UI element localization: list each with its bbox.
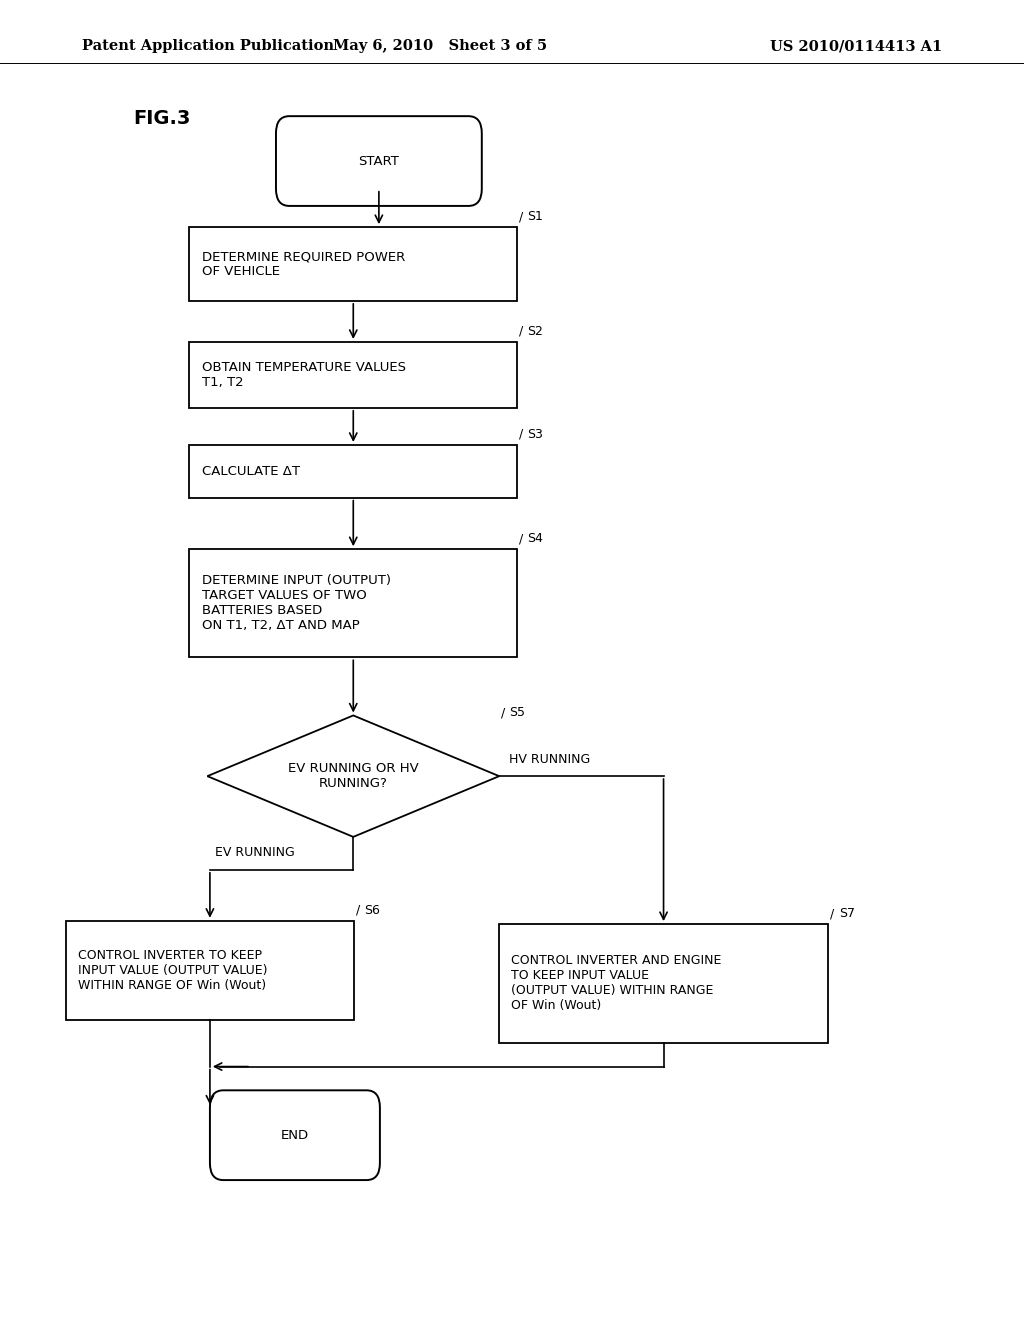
Text: HV RUNNING: HV RUNNING bbox=[509, 752, 591, 766]
Text: DETERMINE REQUIRED POWER
OF VEHICLE: DETERMINE REQUIRED POWER OF VEHICLE bbox=[202, 249, 404, 279]
Bar bbox=[499, 924, 828, 1043]
Text: START: START bbox=[358, 154, 399, 168]
Bar bbox=[189, 227, 517, 301]
Text: CONTROL INVERTER AND ENGINE
TO KEEP INPUT VALUE
(OUTPUT VALUE) WITHIN RANGE
OF W: CONTROL INVERTER AND ENGINE TO KEEP INPU… bbox=[511, 954, 721, 1012]
Text: OBTAIN TEMPERATURE VALUES
T1, T2: OBTAIN TEMPERATURE VALUES T1, T2 bbox=[202, 360, 406, 389]
Text: /: / bbox=[519, 210, 523, 223]
Bar bbox=[66, 921, 354, 1019]
Text: /: / bbox=[519, 532, 523, 545]
Text: EV RUNNING: EV RUNNING bbox=[215, 846, 295, 859]
Text: /: / bbox=[519, 428, 523, 441]
Text: S1: S1 bbox=[527, 210, 544, 223]
Text: DETERMINE INPUT (OUTPUT)
TARGET VALUES OF TWO
BATTERIES BASED
ON T1, T2, ΔT AND : DETERMINE INPUT (OUTPUT) TARGET VALUES O… bbox=[202, 574, 391, 632]
Text: S4: S4 bbox=[527, 532, 544, 545]
Bar bbox=[189, 445, 517, 498]
Text: CONTROL INVERTER TO KEEP
INPUT VALUE (OUTPUT VALUE)
WITHIN RANGE OF Win (Wout): CONTROL INVERTER TO KEEP INPUT VALUE (OU… bbox=[78, 949, 267, 991]
Text: S5: S5 bbox=[509, 706, 525, 719]
Bar bbox=[189, 342, 517, 408]
Polygon shape bbox=[207, 715, 499, 837]
Bar bbox=[189, 549, 517, 657]
Text: FIG.3: FIG.3 bbox=[133, 110, 190, 128]
Text: EV RUNNING OR HV
RUNNING?: EV RUNNING OR HV RUNNING? bbox=[288, 762, 419, 791]
Text: S7: S7 bbox=[839, 907, 855, 920]
Text: END: END bbox=[281, 1129, 309, 1142]
Text: US 2010/0114413 A1: US 2010/0114413 A1 bbox=[770, 40, 942, 53]
Text: CALCULATE ΔT: CALCULATE ΔT bbox=[202, 465, 300, 478]
Text: /: / bbox=[519, 325, 523, 338]
Text: Patent Application Publication: Patent Application Publication bbox=[82, 40, 334, 53]
FancyBboxPatch shape bbox=[275, 116, 481, 206]
Text: S6: S6 bbox=[365, 904, 381, 916]
Text: /: / bbox=[501, 706, 506, 719]
FancyBboxPatch shape bbox=[210, 1090, 380, 1180]
Text: /: / bbox=[830, 907, 835, 920]
Text: S2: S2 bbox=[527, 325, 544, 338]
Text: S3: S3 bbox=[527, 428, 544, 441]
Text: May 6, 2010   Sheet 3 of 5: May 6, 2010 Sheet 3 of 5 bbox=[333, 40, 548, 53]
Text: /: / bbox=[356, 904, 360, 916]
